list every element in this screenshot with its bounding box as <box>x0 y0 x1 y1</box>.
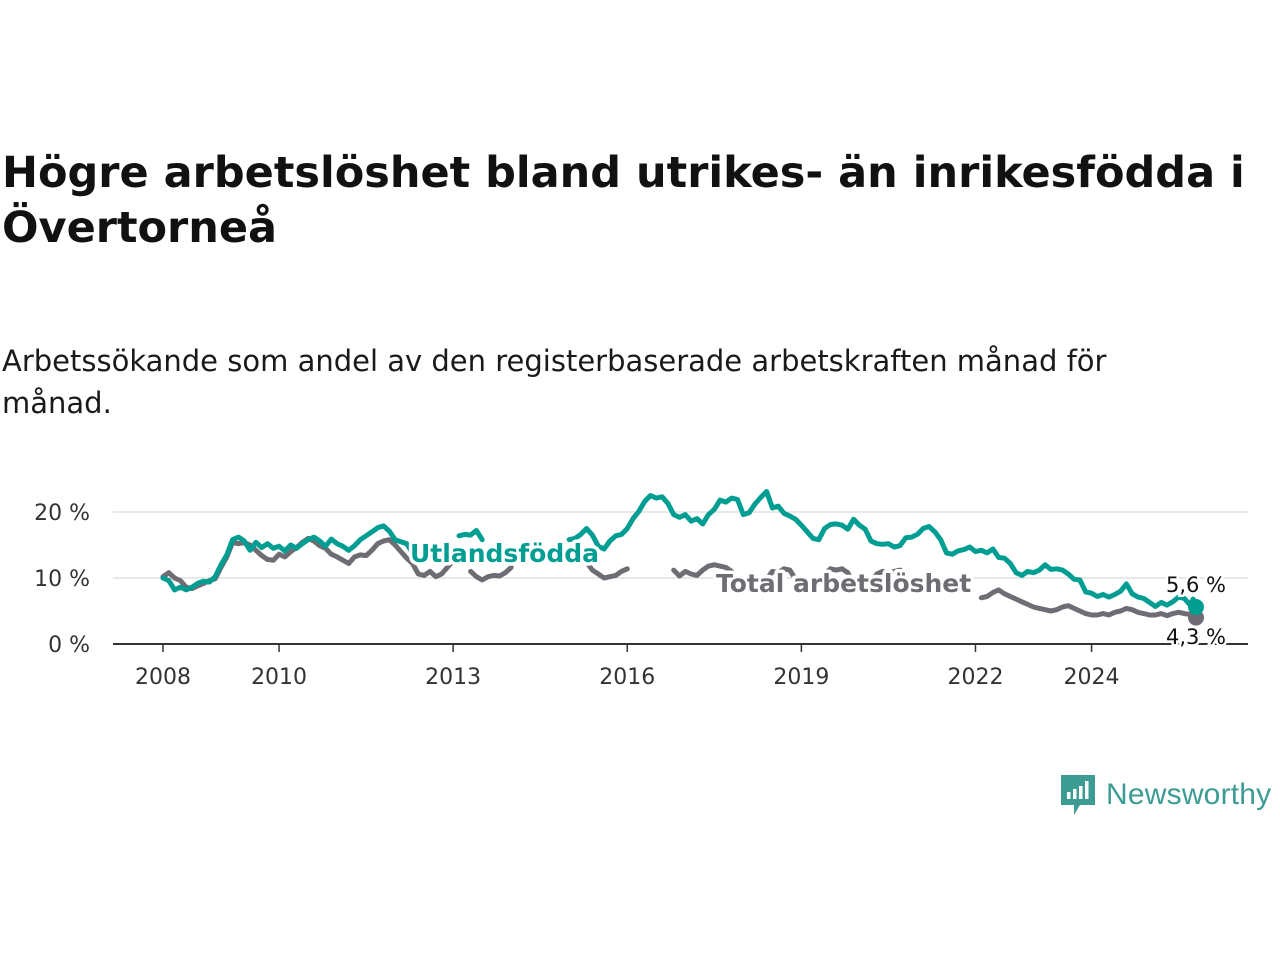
utlandsfodda-line <box>160 523 445 593</box>
line-chart: 0 % 10 % 20 % 2008 2010 2013 2016 2019 2022 2024 5… <box>34 489 1248 690</box>
newsworthy-brand[interactable]: Newsworthy <box>1058 772 1271 818</box>
x-tick-label: 2022 <box>947 665 1003 690</box>
total-arbetsloshet-line <box>671 562 909 593</box>
total-arbetsloshet-line <box>978 587 1199 619</box>
total-arbetsloshet-series-label: Total arbetslöshet <box>716 569 971 598</box>
y-tick-label: 10 % <box>34 567 90 592</box>
utlandsfodda-series-label: Utlandsfödda <box>410 539 599 568</box>
x-tick-label: 2019 <box>773 665 829 690</box>
x-tick-label: 2010 <box>251 665 307 690</box>
x-tick-label: 2016 <box>599 665 655 690</box>
utlandsfodda-line <box>566 489 1199 610</box>
utlandsfodda-end-label: 5,6 % <box>1166 573 1226 597</box>
total-arbetsloshet-line <box>584 559 630 581</box>
x-tick-label: 2008 <box>135 665 191 690</box>
chart-subtitle: Arbetssökande som andel av den registerb… <box>2 344 1107 420</box>
y-tick-label: 20 % <box>34 501 90 526</box>
utlandsfodda-end-point <box>1188 599 1204 616</box>
utlandsfodda-line <box>456 528 485 543</box>
newsworthy-logo-icon <box>1061 775 1095 815</box>
x-tick-label: 2024 <box>1064 665 1120 690</box>
y-tick-label: 0 % <box>48 633 90 658</box>
total-arbetsloshet-end-label: 4,3 % <box>1166 625 1226 649</box>
chart-title: Högre arbetslöshet bland utrikes- än inr… <box>2 148 1245 253</box>
x-tick-label: 2013 <box>425 665 481 690</box>
newsworthy-brand-name: Newsworthy <box>1106 778 1272 811</box>
total-arbetsloshet-line <box>468 564 514 583</box>
